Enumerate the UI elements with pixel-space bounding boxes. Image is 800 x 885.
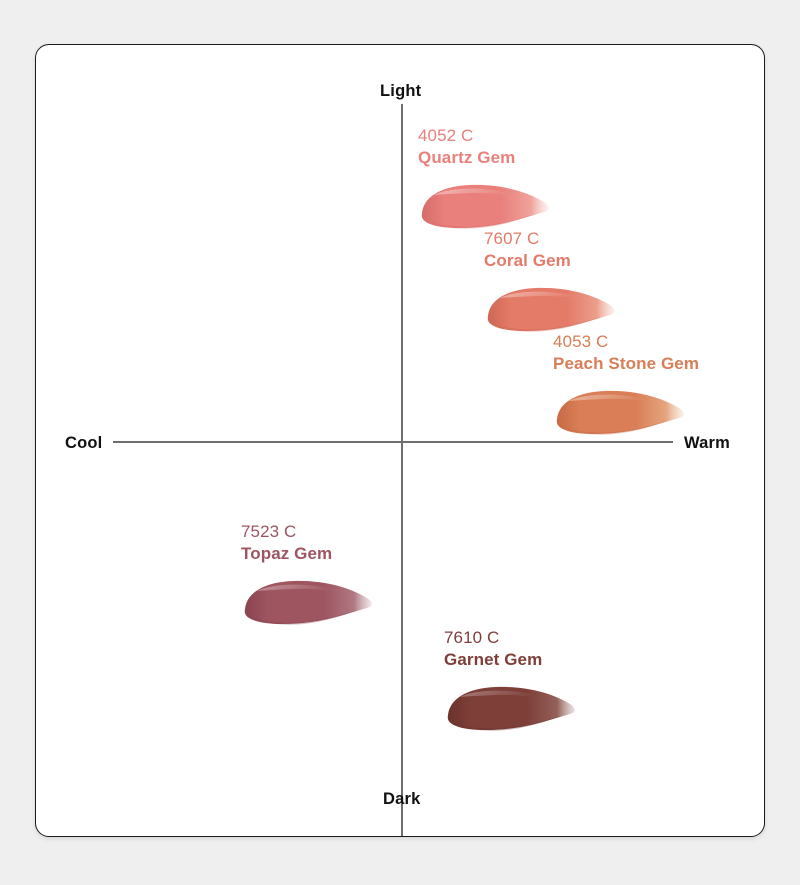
shade-code: 4052 C [418,126,474,145]
shade-swatch-peach-stone-gem [553,385,699,437]
shade-code: 7607 C [484,229,540,248]
shade-code: 4053 C [553,332,609,351]
shade-item-quartz-gem[interactable]: 4052 C Quartz Gem [418,125,552,231]
shade-swatch-quartz-gem [418,179,552,231]
shade-item-peach-stone-gem[interactable]: 4053 C Peach Stone Gem [553,331,699,437]
shade-name: Garnet Gem [444,650,543,670]
axis-label-warm: Warm [684,434,731,452]
shade-name: Topaz Gem [241,544,333,564]
shade-name: Coral Gem [484,251,571,271]
shade-swatch-topaz-gem [241,575,375,627]
shade-code: 7523 C [241,522,297,541]
shade-quadrant-card: Light Dark Cool Warm 4052 C Quartz Gem [35,44,765,837]
axis-label-light: Light [380,82,422,100]
shade-name: Quartz Gem [418,148,516,168]
axis-label-cool: Cool [65,434,103,452]
axis-label-dark: Dark [383,790,421,808]
horizontal-axis-line [113,441,673,443]
shade-swatch-garnet-gem [444,681,578,733]
shade-code: 7610 C [444,628,500,647]
shade-item-coral-gem[interactable]: 7607 C Coral Gem [484,228,618,334]
vertical-axis-line [401,104,403,836]
shade-name: Peach Stone Gem [553,354,700,374]
shade-swatch-coral-gem [484,282,618,334]
shade-item-garnet-gem[interactable]: 7610 C Garnet Gem [444,627,578,733]
shade-item-topaz-gem[interactable]: 7523 C Topaz Gem [241,521,375,627]
